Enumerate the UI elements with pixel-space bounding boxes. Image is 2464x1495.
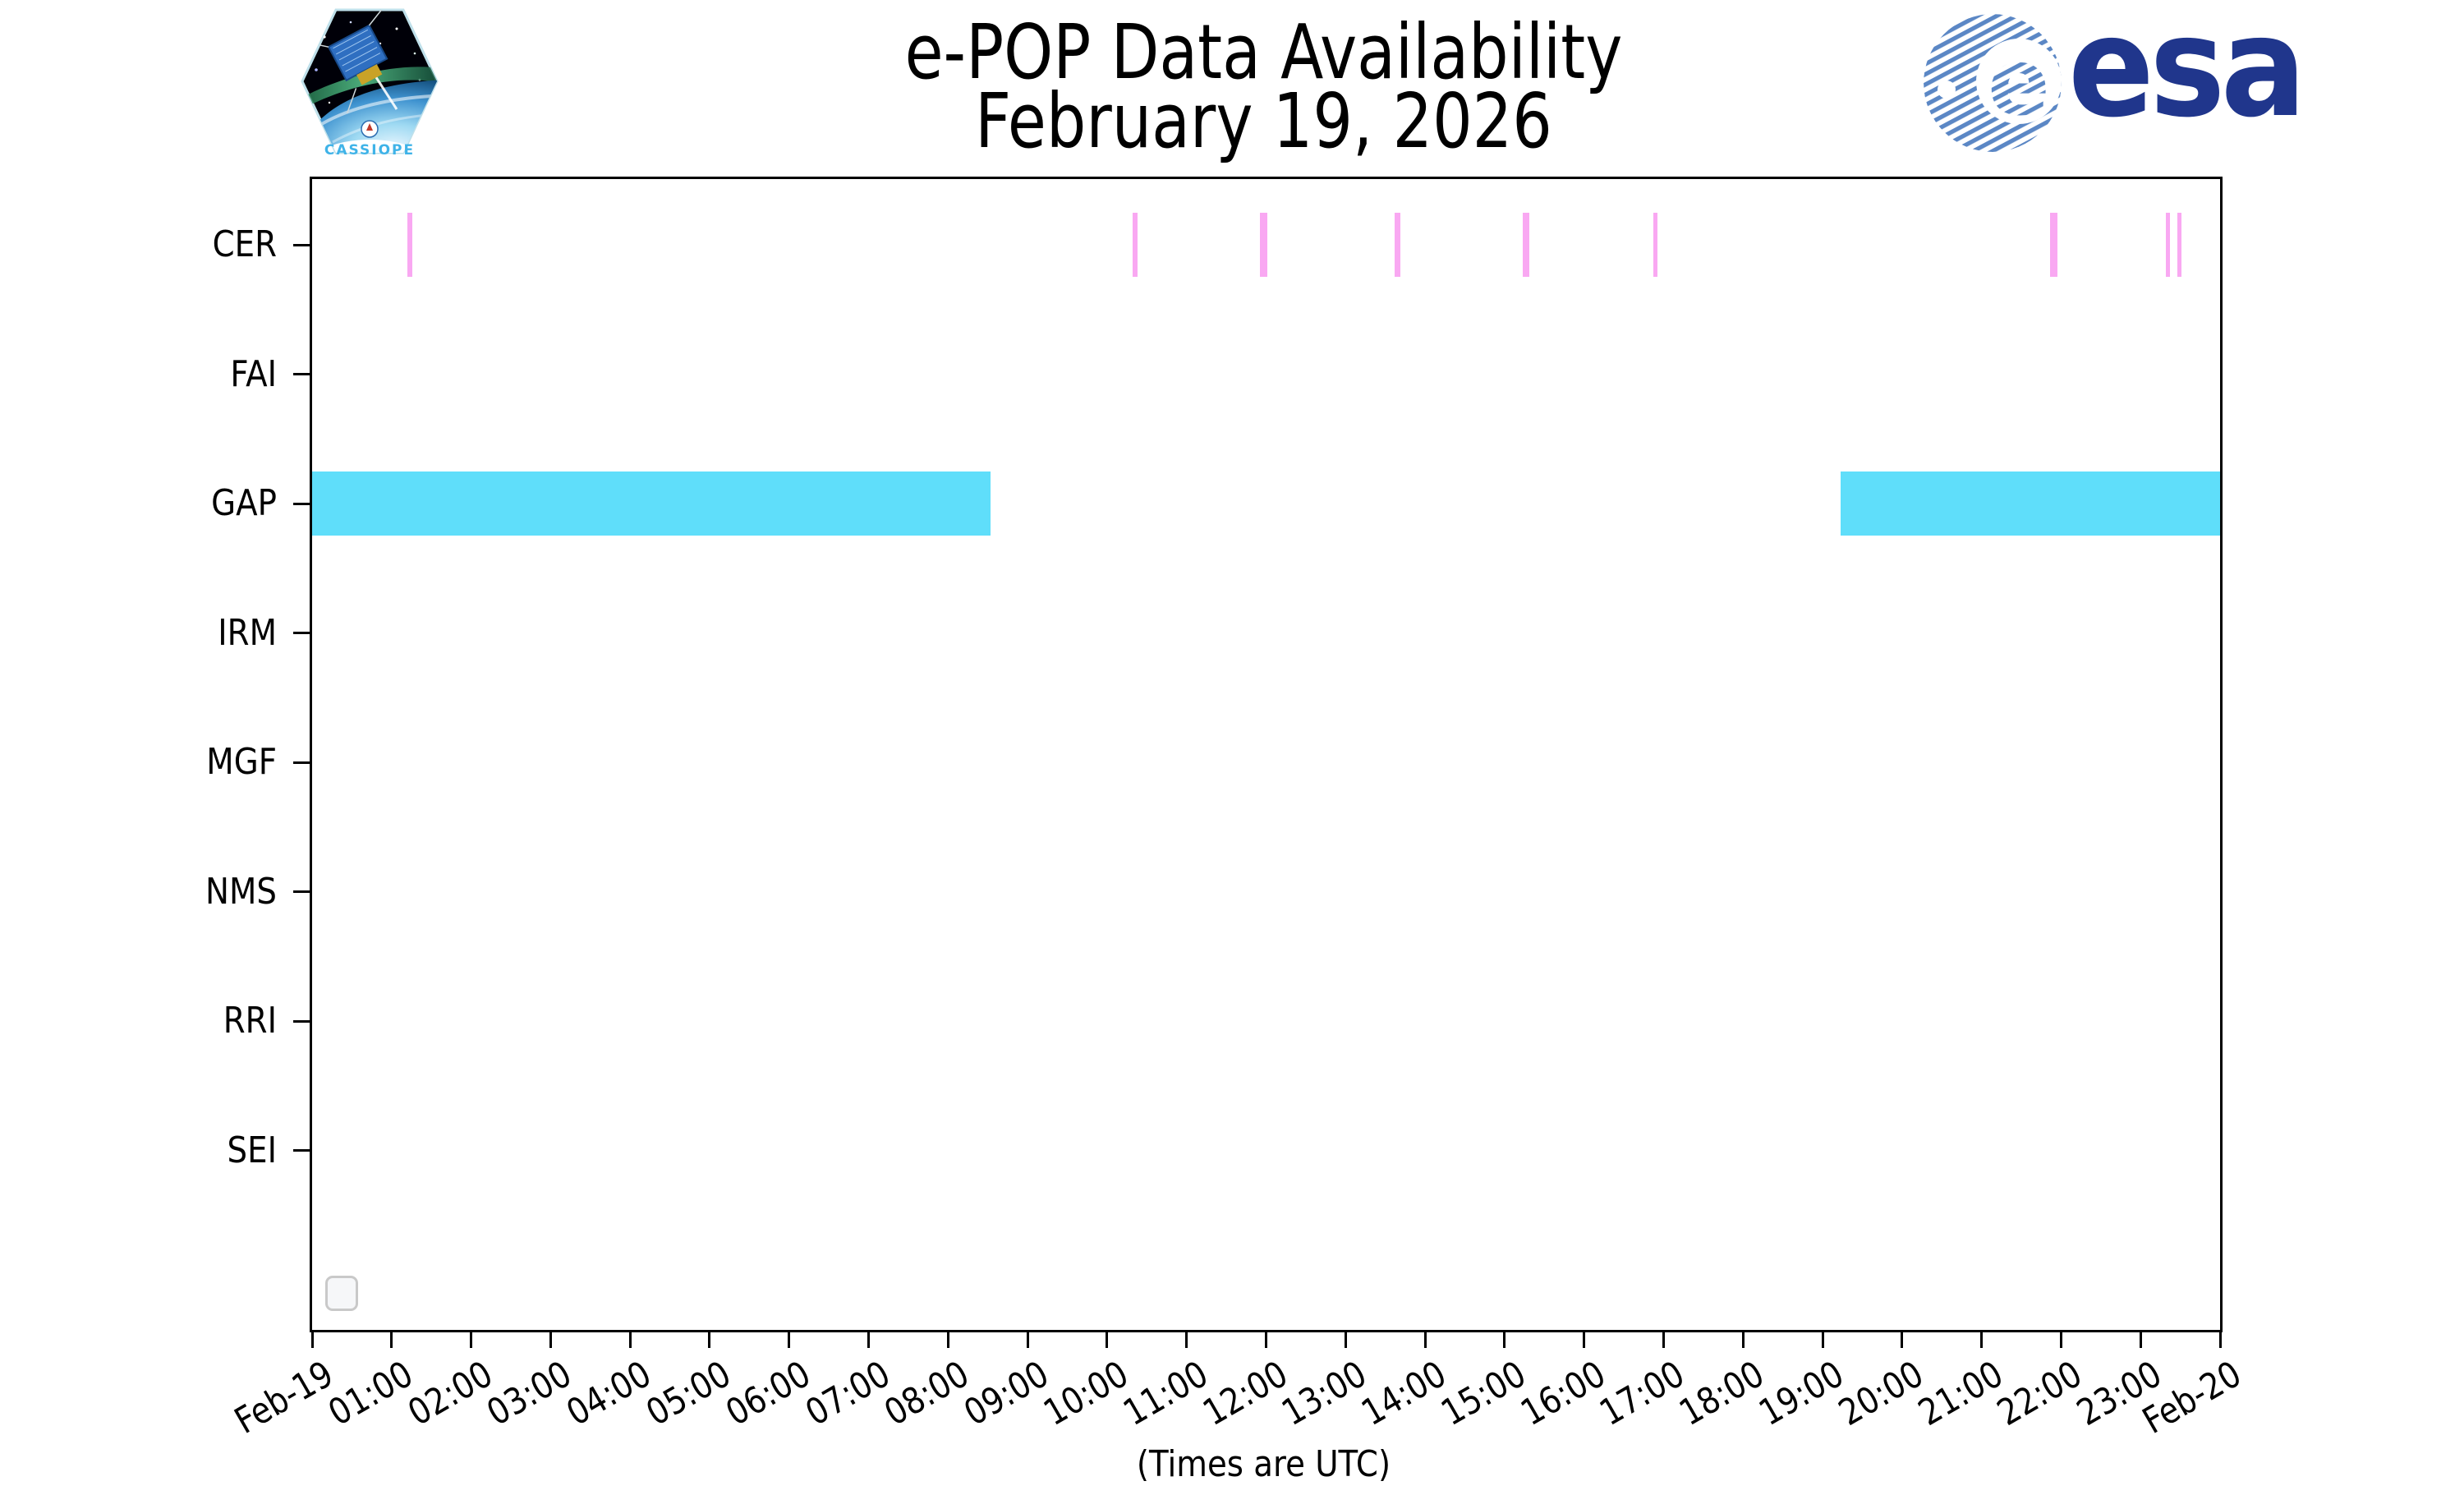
x-axis-caption: (Times are UTC) xyxy=(1136,1443,1391,1485)
x-axis-tick xyxy=(946,1330,949,1348)
x-axis-tick xyxy=(1503,1330,1506,1348)
availability-bar-gap xyxy=(312,472,991,536)
instrument-label-sei: SEI xyxy=(227,1129,277,1171)
y-axis-tick xyxy=(293,502,310,505)
availability-bar-cer xyxy=(407,213,412,277)
y-axis-tick xyxy=(293,632,310,634)
chart-title-line2: February 19, 2026 xyxy=(975,77,1552,165)
availability-bar-cer xyxy=(2049,213,2057,277)
y-axis-tick xyxy=(293,1149,310,1152)
x-axis-tick xyxy=(1185,1330,1188,1348)
x-axis-tick xyxy=(1344,1330,1347,1348)
cassiope-patch-icon: CASSIOPE xyxy=(301,8,439,159)
y-axis-tick xyxy=(293,243,310,246)
instrument-label-irm: IRM xyxy=(218,611,277,654)
esa-globe-icon: e xyxy=(1924,14,2062,152)
availability-bar-cer xyxy=(1653,213,1657,277)
svg-text:e: e xyxy=(1988,30,2050,136)
y-axis-tick xyxy=(293,761,310,764)
x-axis-tick xyxy=(390,1330,393,1348)
availability-bar-cer xyxy=(2166,213,2171,277)
availability-bar-cer xyxy=(1395,213,1401,277)
x-axis-tick xyxy=(867,1330,871,1348)
x-axis-tick xyxy=(310,1330,314,1348)
availability-bar-gap xyxy=(1841,472,2220,536)
instrument-label-gap: GAP xyxy=(211,482,277,524)
y-axis-tick xyxy=(293,890,310,893)
x-axis-tick xyxy=(1741,1330,1745,1348)
x-axis-tick xyxy=(1662,1330,1665,1348)
instrument-label-cer: CER xyxy=(212,223,277,265)
x-axis-tick xyxy=(1026,1330,1029,1348)
x-axis-tick xyxy=(708,1330,711,1348)
x-axis-tick xyxy=(2139,1330,2142,1348)
y-axis-tick xyxy=(293,373,310,375)
chart-title-line1: e-POP Data Availability xyxy=(904,8,1623,96)
availability-bar-cer xyxy=(1523,213,1529,277)
instrument-label-rri: RRI xyxy=(223,1000,277,1042)
x-axis-tick xyxy=(788,1330,791,1348)
x-axis-tick xyxy=(1106,1330,1109,1348)
availability-bar-cer xyxy=(1259,213,1268,277)
x-axis-tick xyxy=(628,1330,632,1348)
x-axis-tick xyxy=(1980,1330,1984,1348)
x-axis-tick xyxy=(470,1330,473,1348)
esa-wordmark: esa xyxy=(2068,0,2306,148)
esa-logo: e esa xyxy=(1922,0,2306,160)
cassiope-patch-label: CASSIOPE xyxy=(324,142,415,159)
plot-area: CER FAI GAP IRM MGF NMS RRI SEI Feb-19 01:00 02:0… xyxy=(205,177,2249,1442)
instrument-label-mgf: MGF xyxy=(206,741,277,783)
x-axis-tick xyxy=(1901,1330,1904,1348)
x-axis-tick xyxy=(1821,1330,1824,1348)
availability-bar-cer xyxy=(1132,213,1138,277)
y-axis-tick xyxy=(293,1019,310,1023)
x-axis-tick xyxy=(1583,1330,1586,1348)
chart-title: e-POP Data Availability February 19, 202… xyxy=(310,8,2218,165)
availability-bar-cer xyxy=(2177,213,2181,277)
x-axis-tick xyxy=(1423,1330,1427,1348)
x-axis-tick xyxy=(2218,1330,2222,1348)
x-axis-tick xyxy=(549,1330,552,1348)
instrument-label-fai: FAI xyxy=(230,352,277,395)
x-axis-tick xyxy=(1265,1330,1267,1348)
instrument-label-nms: NMS xyxy=(205,870,277,913)
empty-legend-box xyxy=(325,1276,358,1311)
x-axis-tick xyxy=(2059,1330,2062,1348)
